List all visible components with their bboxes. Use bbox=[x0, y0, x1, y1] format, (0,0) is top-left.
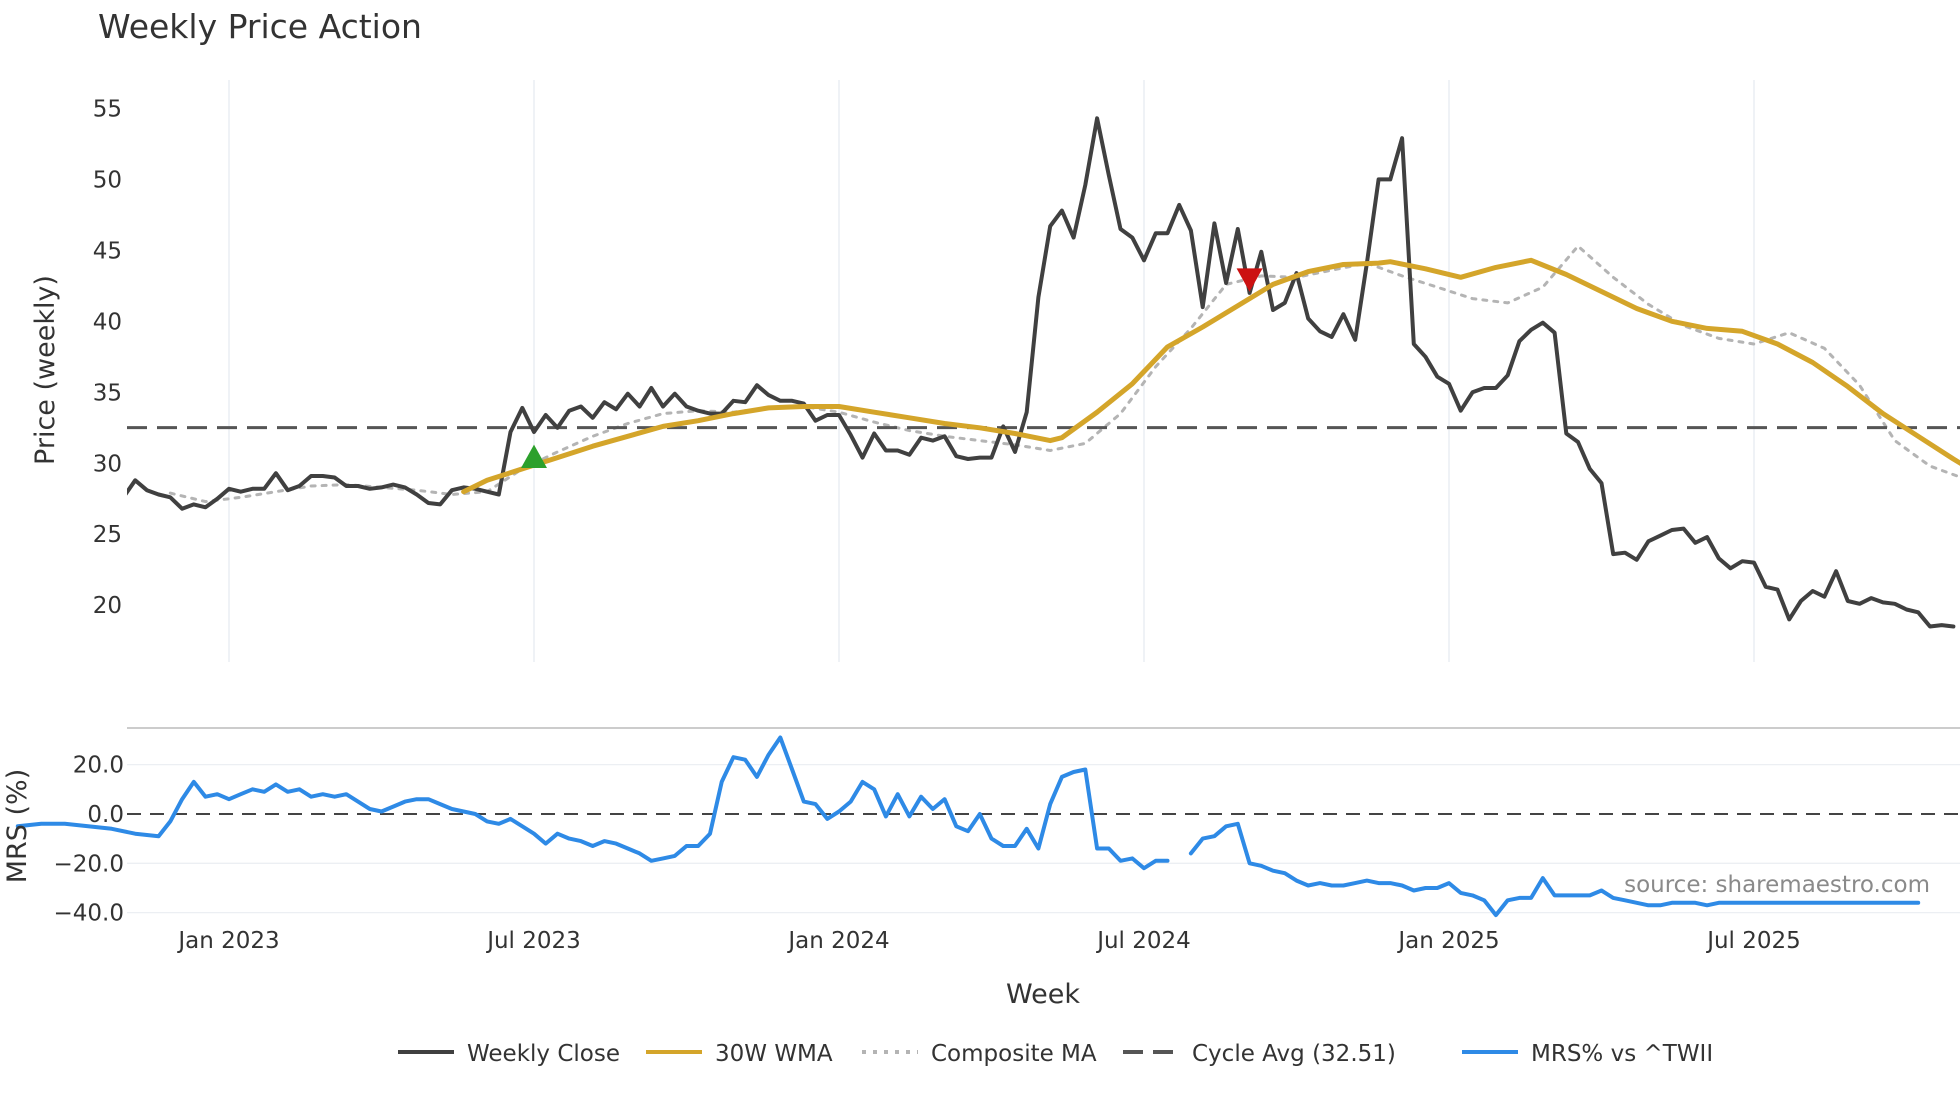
legend-label-30w-wma: 30W WMA bbox=[715, 1041, 833, 1067]
legend-label-mrs-vs-twii: MRS% vs ^TWII bbox=[1531, 1041, 1713, 1067]
price-ytick-30: 30 bbox=[93, 451, 122, 477]
mrs-ytick-0: 20.0 bbox=[73, 753, 124, 779]
series-30w-wma bbox=[461, 257, 1960, 495]
x-axis-label: Week bbox=[1006, 979, 1080, 1010]
mrs-ytick-1: 0.0 bbox=[87, 802, 124, 828]
mrs-panel bbox=[15, 735, 1921, 918]
price-panel bbox=[127, 116, 1960, 629]
price-ytick-40: 40 bbox=[93, 309, 122, 335]
legend-label-weekly-close: Weekly Close bbox=[467, 1041, 620, 1067]
series-mrs-vs-twii bbox=[15, 735, 1921, 918]
x-tick-jul-2025: Jul 2025 bbox=[1705, 928, 1801, 954]
x-tick-jul-2023: Jul 2023 bbox=[485, 928, 581, 954]
x-tick-jan-2023: Jan 2023 bbox=[176, 928, 279, 954]
chart-title: Weekly Price Action bbox=[98, 7, 422, 46]
sell-signal-marker bbox=[1236, 268, 1263, 292]
price-ytick-20: 20 bbox=[93, 593, 122, 619]
mrs-grid: 20.0 0.0 −20.0 −40.0 bbox=[54, 727, 1960, 927]
source-annotation: source: sharemaestro.com bbox=[1624, 872, 1930, 898]
x-tick-jan-2025: Jan 2025 bbox=[1396, 928, 1499, 954]
mrs-axis-label: MRS (%) bbox=[2, 769, 33, 884]
price-ytick-45: 45 bbox=[93, 238, 122, 264]
price-ytick-55: 55 bbox=[93, 96, 122, 122]
legend: Weekly Close 30W WMA Composite MA Cycle Avg… bbox=[398, 1041, 1713, 1067]
mrs-ytick-2: −20.0 bbox=[54, 851, 124, 877]
series-weekly-close bbox=[127, 116, 1956, 629]
x-axis-ticks: Jan 2023 Jul 2023 Jan 2024 Jul 2024 Jan 2025… bbox=[176, 928, 1800, 954]
price-grid: 20 25 30 35 40 45 50 55 bbox=[93, 80, 1755, 662]
legend-label-cycle-avg-32-51: Cycle Avg (32.51) bbox=[1192, 1041, 1396, 1067]
x-tick-jan-2024: Jan 2024 bbox=[786, 928, 889, 954]
mrs-ytick-3: −40.0 bbox=[54, 901, 124, 927]
series-composite-ma bbox=[168, 244, 1960, 504]
legend-label-composite-ma: Composite MA bbox=[931, 1041, 1097, 1067]
price-series-group bbox=[127, 116, 1960, 629]
price-ytick-35: 35 bbox=[93, 380, 122, 406]
price-ytick-50: 50 bbox=[93, 167, 122, 193]
price-axis-label: Price (weekly) bbox=[30, 275, 61, 465]
buy-signal-marker bbox=[521, 444, 547, 468]
price-ytick-25: 25 bbox=[93, 522, 122, 548]
x-tick-jul-2024: Jul 2024 bbox=[1095, 928, 1191, 954]
